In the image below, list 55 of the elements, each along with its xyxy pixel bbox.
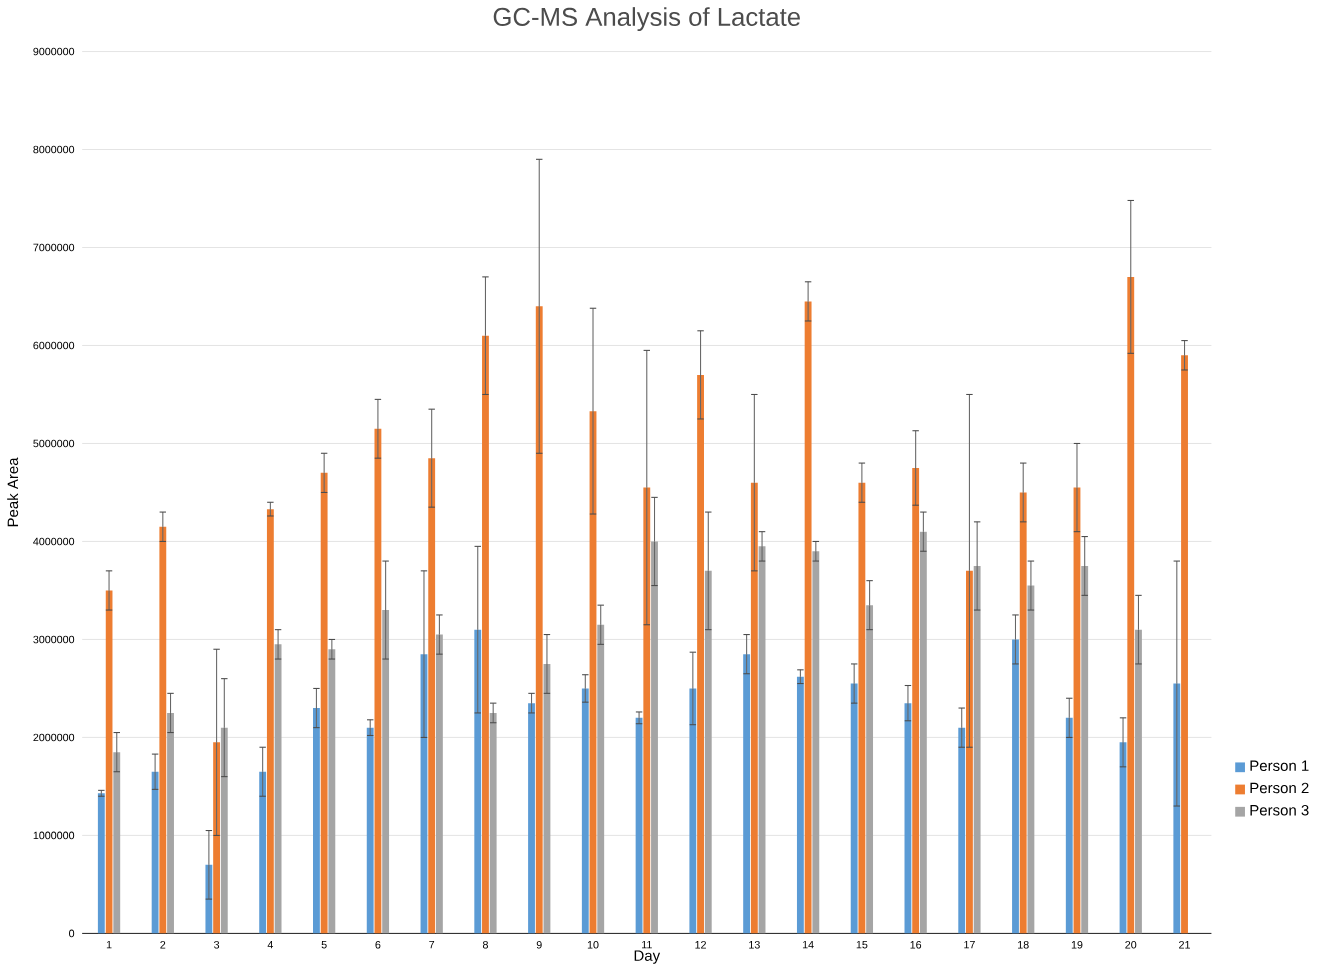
bar <box>1027 586 1035 934</box>
bar <box>1135 630 1142 934</box>
bar <box>1065 718 1073 934</box>
bar <box>259 772 267 934</box>
bar <box>912 468 920 934</box>
bar <box>1181 355 1188 934</box>
bar <box>643 488 651 934</box>
bar <box>328 649 336 934</box>
bar <box>320 473 328 934</box>
bar <box>796 677 804 934</box>
bar <box>597 625 605 934</box>
bar <box>482 336 489 934</box>
bar <box>151 772 159 934</box>
bar <box>758 546 766 934</box>
bar <box>266 509 274 934</box>
bar <box>958 728 966 934</box>
bar <box>213 742 221 934</box>
bar <box>159 527 167 934</box>
bar <box>220 728 228 934</box>
bar <box>1127 277 1135 934</box>
bar <box>689 688 697 934</box>
bar <box>489 713 497 934</box>
bar <box>1012 639 1019 934</box>
bar <box>812 551 820 934</box>
chart-title: GC-MS Analysis of Lactate <box>493 7 800 32</box>
bar <box>1173 684 1181 934</box>
bar <box>428 458 436 934</box>
bar <box>704 571 712 934</box>
bar <box>966 571 973 934</box>
bar <box>374 429 382 934</box>
bar <box>635 718 643 934</box>
bar <box>435 635 443 934</box>
bar <box>113 752 121 934</box>
bar <box>581 688 589 934</box>
bar <box>858 483 866 934</box>
bar <box>167 713 174 934</box>
bar <box>535 306 543 934</box>
bar <box>804 301 812 934</box>
bar <box>850 684 858 934</box>
bar <box>366 728 374 934</box>
bar <box>528 703 535 934</box>
bar <box>651 541 658 934</box>
bar <box>274 644 282 934</box>
bar <box>750 483 758 934</box>
bar <box>1019 492 1027 934</box>
bar <box>313 708 320 934</box>
bar <box>474 630 482 934</box>
bar <box>866 605 874 934</box>
bar <box>743 654 751 934</box>
bar <box>697 375 704 934</box>
bar <box>97 793 105 934</box>
bar <box>919 532 927 934</box>
bar <box>1081 566 1089 934</box>
bar <box>973 566 981 934</box>
bar <box>382 610 390 934</box>
